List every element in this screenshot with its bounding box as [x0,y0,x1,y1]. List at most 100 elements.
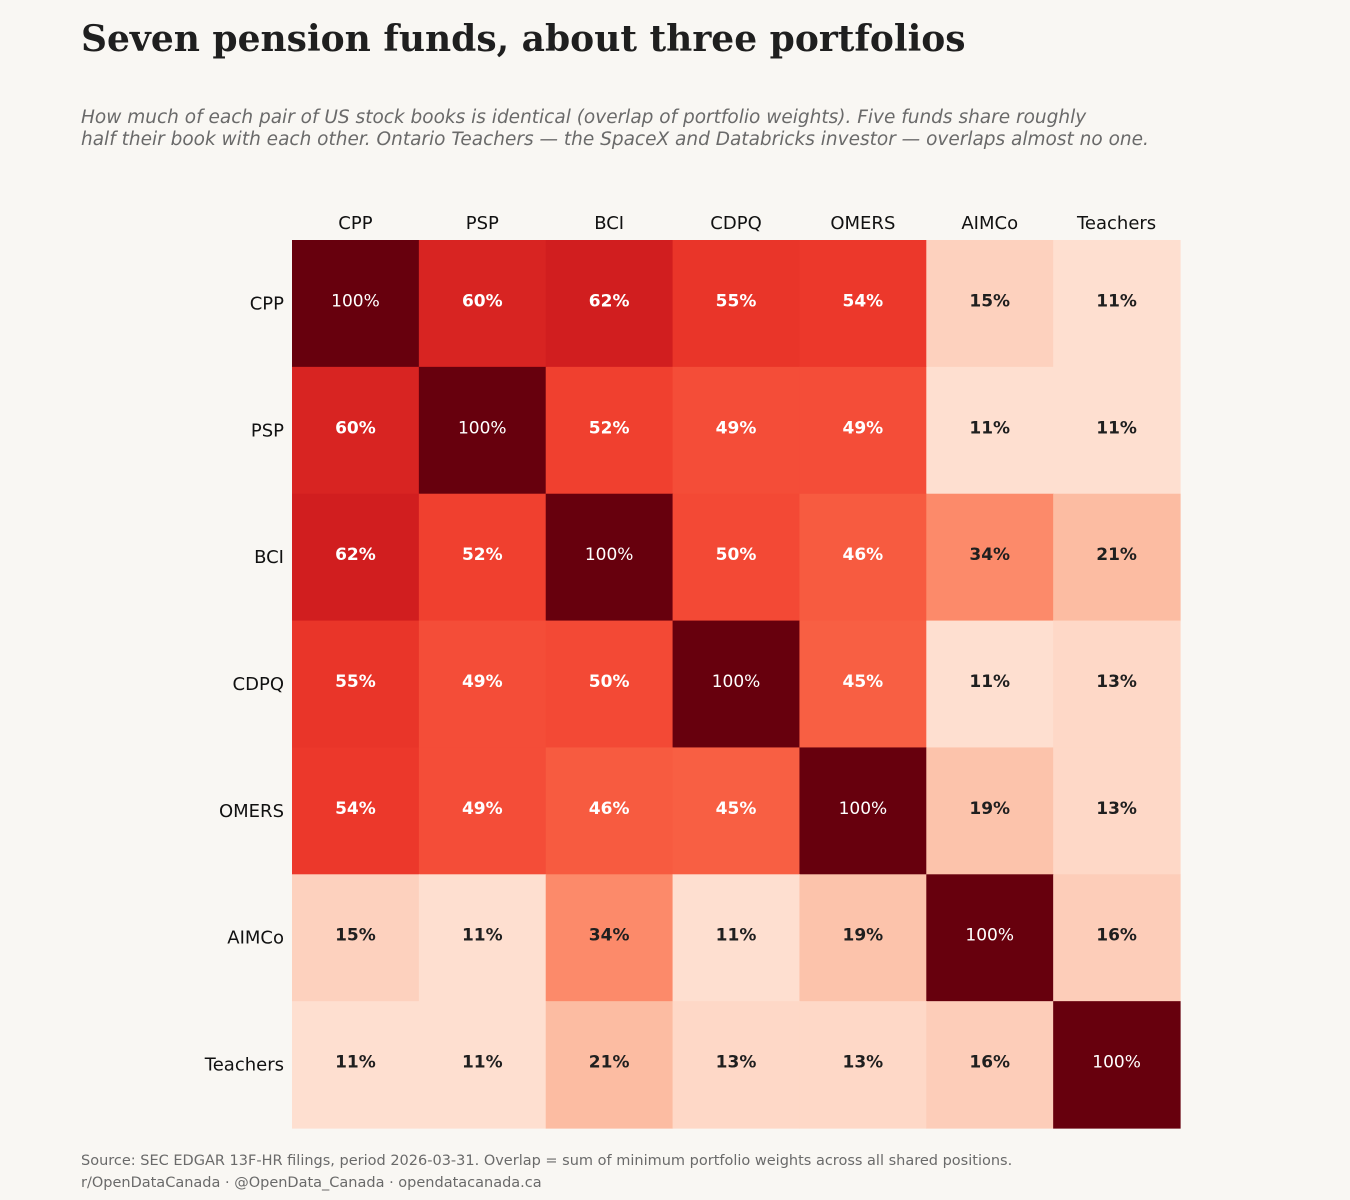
row-label: OMERS [219,801,284,822]
heatmap-cell [545,620,674,749]
cell-value-label: 11% [1096,418,1137,438]
heatmap-cell [1053,1001,1181,1129]
cell-value-label: 60% [462,291,503,311]
cell-value-label: 46% [589,799,630,819]
row-label: Teachers [204,1055,284,1076]
heatmap-cell [926,366,1054,495]
heatmap-cell [799,874,927,1002]
heatmap-cell [672,240,801,368]
chart-footer: Source: SEC EDGAR 13F-HR filings, period… [81,1150,1012,1194]
cell-value-label: 45% [716,799,757,819]
heatmap-cell [418,493,547,622]
cell-value-label: 45% [843,672,884,692]
cell-value-label: 100% [965,926,1014,946]
cell-value-label: 15% [969,291,1010,311]
heatmap-cell [672,493,801,622]
heatmap-cell [545,1001,674,1129]
heatmap-cell [926,1001,1054,1129]
cell-value-label: 13% [716,1053,757,1073]
heatmap-cell [1053,493,1181,622]
heatmap-cell [672,620,801,749]
cell-value-label: 50% [589,672,630,692]
cell-value-label: 54% [843,291,884,311]
heatmap-cell [672,874,801,1002]
cell-value-label: 11% [716,926,757,946]
column-label: BCI [594,213,624,234]
heatmap-cell [926,747,1054,875]
cell-value-label: 11% [1096,291,1137,311]
column-label: Teachers [1076,213,1156,234]
cell-value-label: 13% [1096,799,1137,819]
heatmap-cell [1053,366,1181,495]
cell-value-label: 100% [331,291,380,311]
cell-value-label: 55% [335,672,376,692]
row-label: AIMCo [227,928,284,949]
heatmap-cell [418,874,547,1002]
cell-value-label: 34% [589,926,630,946]
heatmap-cell [799,366,927,495]
cell-value-label: 19% [843,926,884,946]
chart-subtitle: How much of each pair of US stock books … [81,107,1281,151]
heatmap-cell [799,1001,927,1129]
cell-value-label: 100% [839,799,888,819]
cell-value-label: 49% [716,418,757,438]
cell-value-label: 52% [462,545,503,565]
cell-value-label: 54% [335,799,376,819]
heatmap-cell [292,874,420,1002]
heatmap-cell [799,620,927,749]
row-label: BCI [254,547,284,568]
cell-value-label: 15% [335,926,376,946]
heatmap-cell [799,493,927,622]
chart-title: Seven pension funds, about three portfol… [81,18,966,60]
credit-line: r/OpenDataCanada · @OpenData_Canada · op… [81,1175,542,1191]
subtitle-line-1: How much of each pair of US stock books … [81,107,1087,128]
heatmap-cell [545,747,674,875]
heatmap-cell [1053,747,1181,875]
cell-value-label: 55% [716,291,757,311]
cell-value-label: 13% [843,1053,884,1073]
cell-value-label: 49% [843,418,884,438]
cell-value-label: 11% [969,418,1010,438]
heatmap-cell [418,366,547,495]
cell-value-label: 62% [589,291,630,311]
heatmap-cell [672,366,801,495]
cell-value-label: 100% [1092,1053,1141,1073]
column-label: AIMCo [961,213,1018,234]
cell-value-label: 49% [462,672,503,692]
heatmap-cell [292,366,420,495]
cell-value-label: 11% [969,672,1010,692]
cell-value-label: 62% [335,545,376,565]
column-label: CPP [338,213,372,234]
heatmap-cell [418,747,547,875]
cell-value-label: 13% [1096,672,1137,692]
cell-value-label: 46% [843,545,884,565]
heatmap-cell [672,747,801,875]
heatmap-cell [418,620,547,749]
heatmap-cell [545,240,674,368]
heatmap-cell [545,874,674,1002]
source-note: Source: SEC EDGAR 13F-HR filings, period… [81,1153,1013,1169]
subtitle-line-2: half their book with each other. Ontario… [81,129,1149,150]
heatmap-cell [799,747,927,875]
cell-value-label: 16% [969,1053,1010,1073]
heatmap-cell [292,747,420,875]
cell-value-label: 21% [589,1053,630,1073]
heatmap-cell [418,1001,547,1129]
heatmap-cell [799,240,927,368]
heatmap-cell [545,366,674,495]
heatmap-cell [926,620,1054,749]
heatmap-cell [1053,620,1181,749]
heatmap-cell [292,493,420,622]
cell-value-label: 60% [335,418,376,438]
heatmap-cell [926,493,1054,622]
heatmap-cell [418,240,547,368]
row-label: CPP [250,293,284,314]
heatmap-cell [292,620,420,749]
cell-value-label: 11% [462,926,503,946]
heatmap-cell [672,1001,801,1129]
cell-value-label: 100% [712,672,761,692]
cell-value-label: 50% [716,545,757,565]
column-label: OMERS [830,213,895,234]
cell-value-label: 11% [335,1053,376,1073]
